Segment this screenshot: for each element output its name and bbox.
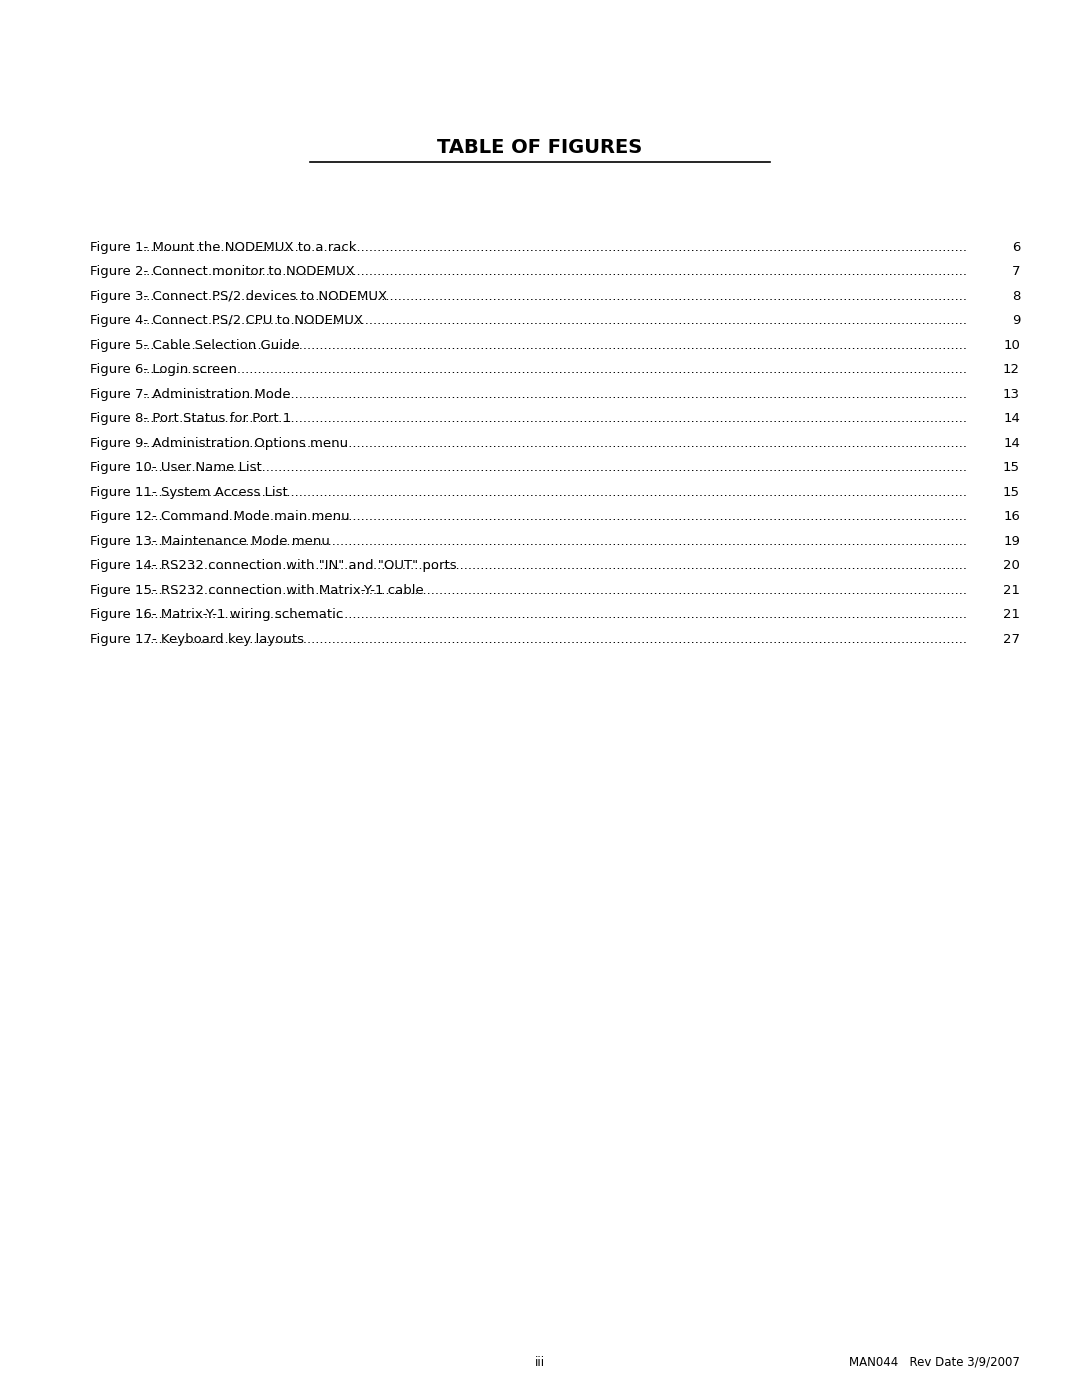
Text: ................................................................................: ........................................…: [143, 289, 968, 303]
Text: 20: 20: [1003, 559, 1020, 571]
Text: Figure 9- Administration Options menu: Figure 9- Administration Options menu: [90, 436, 348, 450]
Text: ................................................................................: ........................................…: [143, 584, 968, 597]
Text: ................................................................................: ........................................…: [143, 363, 968, 376]
Text: Figure 1- Mount the NODEMUX to a rack: Figure 1- Mount the NODEMUX to a rack: [90, 240, 356, 253]
Text: MAN044   Rev Date 3/9/2007: MAN044 Rev Date 3/9/2007: [849, 1355, 1020, 1369]
Text: ................................................................................: ........................................…: [143, 608, 968, 622]
Text: 27: 27: [1003, 633, 1020, 645]
Text: Figure 5- Cable Selection Guide: Figure 5- Cable Selection Guide: [90, 338, 300, 352]
Text: ................................................................................: ........................................…: [143, 510, 968, 522]
Text: Figure 11- System Access List: Figure 11- System Access List: [90, 486, 287, 499]
Text: 6: 6: [1012, 240, 1020, 253]
Text: 15: 15: [1003, 461, 1020, 474]
Text: 15: 15: [1003, 486, 1020, 499]
Text: 14: 14: [1003, 436, 1020, 450]
Text: ................................................................................: ........................................…: [143, 338, 968, 352]
Text: ................................................................................: ........................................…: [143, 240, 968, 253]
Text: 19: 19: [1003, 535, 1020, 548]
Text: Figure 14- RS232 connection with "IN" and "OUT" ports: Figure 14- RS232 connection with "IN" an…: [90, 559, 457, 571]
Text: ................................................................................: ........................................…: [143, 412, 968, 425]
Text: 7: 7: [1012, 265, 1020, 278]
Text: Figure 15- RS232 connection with Matrix-Y-1 cable: Figure 15- RS232 connection with Matrix-…: [90, 584, 423, 597]
Text: 13: 13: [1003, 387, 1020, 401]
Text: Figure 16- Matrix-Y-1 wiring schematic: Figure 16- Matrix-Y-1 wiring schematic: [90, 608, 343, 622]
Text: Figure 10- User Name List: Figure 10- User Name List: [90, 461, 261, 474]
Text: Figure 3- Connect PS/2 devices to NODEMUX: Figure 3- Connect PS/2 devices to NODEMU…: [90, 289, 387, 303]
Text: iii: iii: [535, 1355, 545, 1369]
Text: Figure 2- Connect monitor to NODEMUX: Figure 2- Connect monitor to NODEMUX: [90, 265, 354, 278]
Text: ................................................................................: ........................................…: [143, 314, 968, 327]
Text: Figure 17- Keyboard key layouts: Figure 17- Keyboard key layouts: [90, 633, 303, 645]
Text: ................................................................................: ........................................…: [143, 387, 968, 401]
Text: 9: 9: [1012, 314, 1020, 327]
Text: TABLE OF FIGURES: TABLE OF FIGURES: [437, 138, 643, 156]
Text: ................................................................................: ........................................…: [143, 461, 968, 474]
Text: Figure 6- Login screen: Figure 6- Login screen: [90, 363, 237, 376]
Text: 10: 10: [1003, 338, 1020, 352]
Text: ................................................................................: ........................................…: [143, 535, 968, 548]
Text: 16: 16: [1003, 510, 1020, 522]
Text: Figure 13- Maintenance Mode menu: Figure 13- Maintenance Mode menu: [90, 535, 329, 548]
Text: Figure 4- Connect PS/2 CPU to NODEMUX: Figure 4- Connect PS/2 CPU to NODEMUX: [90, 314, 363, 327]
Text: ................................................................................: ........................................…: [143, 486, 968, 499]
Text: Figure 7- Administration Mode: Figure 7- Administration Mode: [90, 387, 291, 401]
Text: 8: 8: [1012, 289, 1020, 303]
Text: 21: 21: [1003, 584, 1020, 597]
Text: Figure 8- Port Status for Port 1: Figure 8- Port Status for Port 1: [90, 412, 292, 425]
Text: 21: 21: [1003, 608, 1020, 622]
Text: ................................................................................: ........................................…: [143, 265, 968, 278]
Text: 12: 12: [1003, 363, 1020, 376]
Text: 14: 14: [1003, 412, 1020, 425]
Text: ................................................................................: ........................................…: [143, 633, 968, 645]
Text: ................................................................................: ........................................…: [143, 559, 968, 571]
Text: Figure 12- Command Mode main menu: Figure 12- Command Mode main menu: [90, 510, 350, 522]
Text: ................................................................................: ........................................…: [143, 436, 968, 450]
